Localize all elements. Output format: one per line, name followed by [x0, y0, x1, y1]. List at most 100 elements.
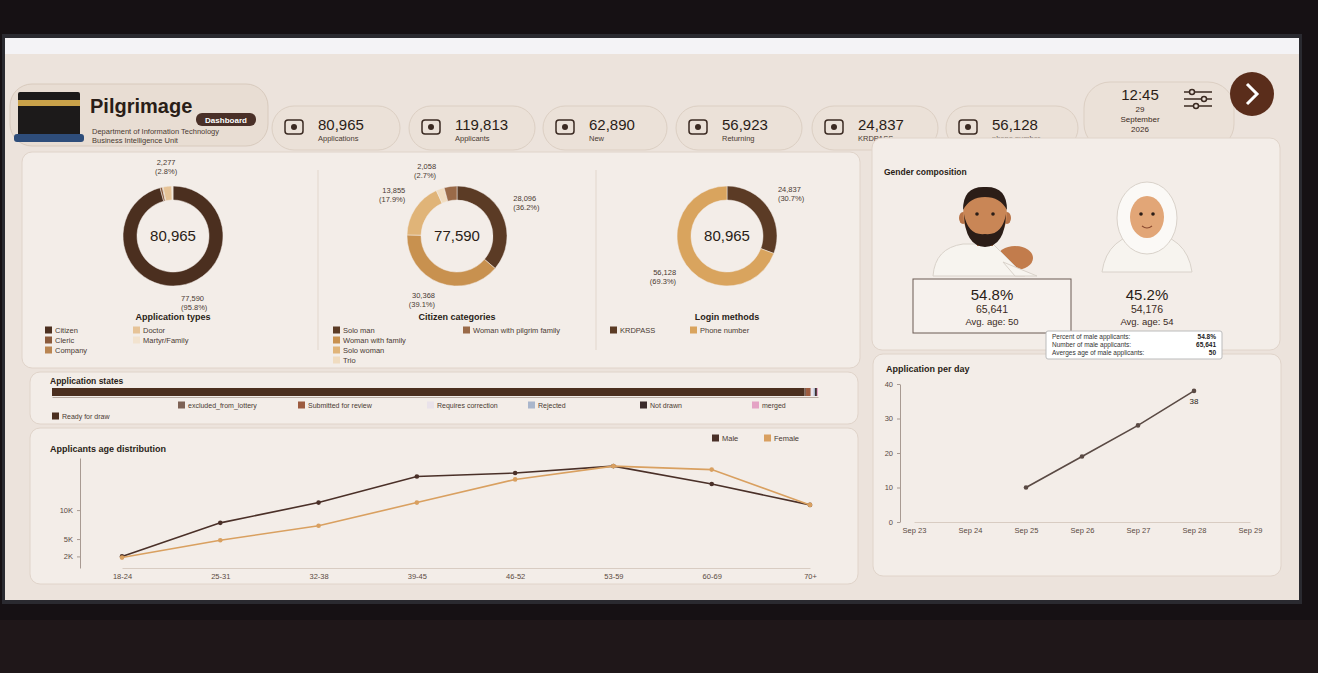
chart-title: Login methods [695, 312, 760, 322]
tick-label: Sep 24 [959, 526, 983, 535]
data-point [709, 482, 714, 487]
axis-line [900, 385, 901, 523]
legend-label: Citizen [55, 326, 78, 335]
kpi-icon [959, 120, 977, 134]
tick-label: Sep 28 [1183, 526, 1207, 535]
kpi-value: 80,965 [318, 116, 364, 133]
data-label: 28,096(36.2%) [513, 194, 540, 212]
legend-label: Cleric [55, 336, 74, 345]
tick: 10K [60, 506, 80, 515]
legend-label: excluded_from_lottery [188, 402, 257, 410]
donut-slice [172, 186, 173, 200]
tick: Sep 28 [1183, 522, 1207, 535]
tick: 39-45 [408, 568, 427, 581]
data-label-line: (2.7%) [414, 171, 437, 180]
kpi-label: New [589, 134, 605, 143]
slider-line [1184, 98, 1212, 100]
data-point [316, 523, 321, 528]
legend-label: Company [55, 346, 87, 355]
data-label-line: (30.7%) [778, 194, 805, 203]
legend-label: Solo man [343, 326, 375, 335]
states-panel [30, 372, 858, 424]
kpi-value: 24,837 [858, 116, 904, 133]
legend-label: Requires correction [437, 402, 498, 410]
donut-slice [163, 186, 172, 201]
man-hair [963, 187, 1007, 210]
logo-kaaba [18, 92, 80, 136]
legend-label: Rejected [538, 402, 566, 410]
chart-title: Applicants age distribution [50, 444, 166, 454]
tick: 32-38 [309, 568, 328, 581]
data-point [1024, 485, 1029, 490]
donut-slice [123, 186, 223, 286]
tooltip-label: Number of male applicants: [1052, 341, 1131, 349]
gender-percent: 54.8% [971, 286, 1014, 303]
chart-title: Application per day [886, 364, 970, 374]
tick-label: 18-24 [113, 572, 132, 581]
kpi-icon-dot [965, 124, 971, 130]
man-ihram-right [1003, 262, 1037, 276]
tick-label: 40 [885, 380, 893, 389]
data-point [709, 467, 714, 472]
legend-swatch [463, 327, 470, 334]
axis-line [915, 522, 1251, 523]
legend-label: Trio [343, 356, 356, 365]
legend-swatch [764, 435, 771, 442]
legend-swatch [712, 435, 719, 442]
data-label-line: (39.1%) [409, 300, 436, 309]
tick-label: Sep 26 [1071, 526, 1095, 535]
legend-label: Female [774, 434, 799, 443]
tick: 2K [64, 552, 80, 561]
tick-label: 0 [889, 518, 893, 527]
next-button[interactable] [1230, 72, 1274, 116]
data-point [415, 500, 420, 505]
tick-label: 53-59 [604, 572, 623, 581]
bar-segment [811, 388, 814, 396]
data-point [808, 503, 813, 508]
data-point [120, 555, 125, 560]
gender-panel [872, 138, 1280, 350]
header-card [10, 84, 268, 146]
data-point [1136, 423, 1141, 428]
legend-swatch [298, 402, 305, 409]
kpi-value: 119,813 [455, 116, 508, 133]
gender-count: 54,176 [1131, 303, 1163, 315]
data-line [122, 466, 810, 557]
gender-avg-age: Avg. age: 50 [965, 316, 1018, 327]
floor-reflection [0, 620, 1318, 673]
center-label: 80,965 [704, 227, 750, 244]
tick: Sep 24 [959, 522, 983, 535]
kpi-label: Applications [318, 134, 359, 143]
tick: 53-59 [604, 568, 623, 581]
woman-eye [1151, 212, 1155, 216]
tick-label: 46-52 [506, 572, 525, 581]
tick-label: Sep 23 [903, 526, 927, 535]
woman-smile [1142, 226, 1152, 228]
data-label: 24,837(30.7%) [778, 185, 805, 203]
kpi-icon [285, 120, 303, 134]
kpi-icon [556, 120, 574, 134]
bar-segment [815, 388, 817, 396]
tick-mark [897, 419, 900, 420]
legend-swatch [333, 327, 340, 334]
man-eye [991, 212, 995, 216]
data-label-line: 56,128 [653, 268, 676, 277]
header-title: Pilgrimage [90, 95, 192, 117]
age-panel [30, 428, 858, 584]
tick: 46-52 [506, 568, 525, 581]
panel-title: Gender composition [884, 167, 967, 177]
kpi-value: 56,923 [722, 116, 768, 133]
kpi-value: 56,128 [992, 116, 1038, 133]
kpi-card [272, 106, 400, 150]
tick-label: 2K [64, 552, 73, 561]
data-label: 38 [1190, 397, 1199, 406]
tick-mark [897, 384, 900, 385]
clock-year: 2026 [1131, 125, 1149, 134]
kpi-card [543, 106, 667, 150]
legend-swatch [610, 327, 617, 334]
data-point [1192, 389, 1197, 394]
tooltip-value: 54.8% [1198, 333, 1217, 340]
legend-swatch [333, 357, 340, 364]
tick-mark [77, 539, 80, 540]
tick-label: Sep 25 [1015, 526, 1039, 535]
